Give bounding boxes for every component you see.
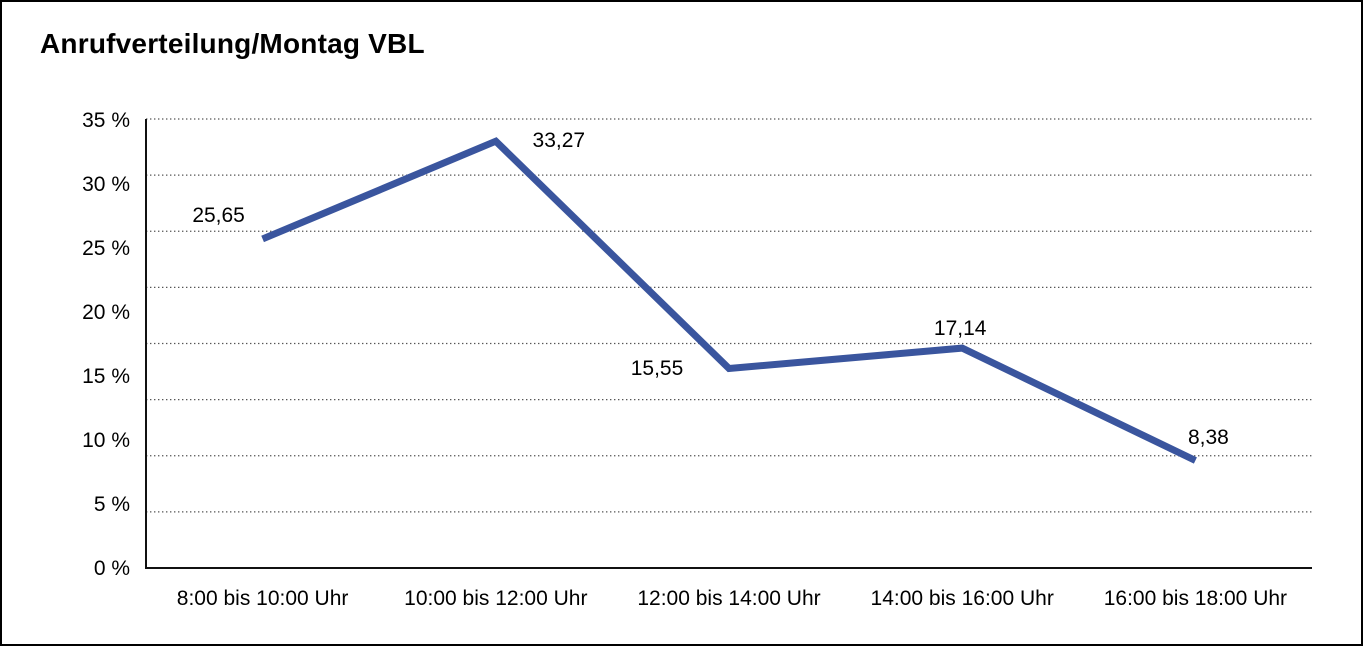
value-label: 25,65 — [192, 203, 245, 227]
x-tick-label: 8:00 bis 10:00 Uhr — [176, 587, 349, 610]
value-label: 8,38 — [1187, 426, 1229, 450]
data-line — [261, 137, 1197, 464]
x-tick-label: 14:00 bis 16:00 Uhr — [870, 587, 1054, 610]
x-tick-label: 10:00 bis 12:00 Uhr — [404, 587, 588, 610]
value-label: 15,55 — [630, 356, 684, 380]
y-tick-label: 20 % — [82, 301, 130, 324]
value-label: 17,14 — [933, 317, 987, 341]
y-tick-label: 0 % — [93, 557, 130, 580]
y-tick-label: 15 % — [82, 365, 130, 388]
x-tick-label: 12:00 bis 14:00 Uhr — [637, 587, 821, 610]
y-tick-label: 10 % — [82, 429, 130, 452]
y-tick-label: 25 % — [82, 237, 130, 260]
y-tick-label: 30 % — [82, 173, 130, 196]
value-label: 33,27 — [532, 129, 586, 153]
y-tick-label: 35 % — [82, 109, 130, 132]
y-tick-label: 5 % — [93, 493, 130, 516]
x-tick-label: 16:00 bis 18:00 Uhr — [1103, 587, 1288, 610]
chart-title: Anrufverteilung/Montag VBL — [40, 28, 425, 59]
